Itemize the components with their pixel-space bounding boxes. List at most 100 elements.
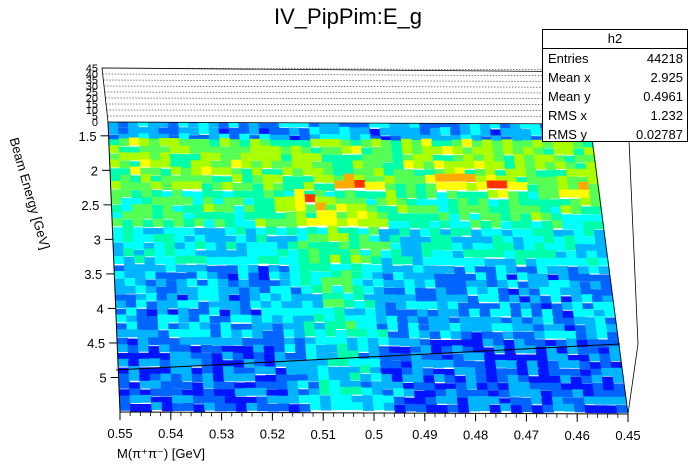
surface-cell	[245, 387, 257, 396]
surface-cell	[264, 205, 276, 214]
surface-cell	[495, 264, 508, 273]
surface-cell	[484, 266, 497, 275]
surface-cell	[301, 153, 313, 161]
surface-cell	[187, 286, 199, 295]
surface-cell	[327, 366, 340, 375]
surface-cell	[608, 346, 621, 355]
surface-cell	[481, 139, 494, 148]
surface-cell	[338, 373, 351, 382]
surface-cell	[566, 346, 579, 355]
surface-cell	[170, 366, 182, 375]
surface-cell	[320, 402, 333, 411]
surface-cell	[259, 280, 271, 289]
surface-cell	[234, 388, 247, 397]
surface-cell	[181, 181, 193, 190]
surface-cell	[394, 287, 406, 296]
surface-cell	[119, 168, 132, 177]
surface-cell	[339, 126, 351, 135]
surface-cell	[461, 339, 474, 348]
surface-cell	[332, 292, 345, 301]
surface-cell	[434, 273, 446, 282]
surface-cell	[449, 322, 462, 331]
surface-cell	[416, 301, 428, 310]
surface-cell	[240, 314, 253, 323]
surface-cell	[293, 188, 306, 197]
surface-cell	[258, 273, 271, 282]
surface-cell	[389, 235, 402, 244]
surface-cell	[349, 242, 361, 250]
surface-cell	[237, 264, 249, 273]
surface-cell	[565, 250, 578, 259]
surface-cell	[370, 248, 382, 257]
surface-cell	[301, 300, 314, 309]
surface-cell	[594, 396, 607, 405]
surface-cell	[203, 203, 215, 212]
surface-cell	[271, 315, 284, 324]
surface-cell	[188, 321, 201, 330]
surface-cell	[319, 386, 331, 395]
surface-cell	[161, 182, 173, 191]
surface-cell	[192, 395, 205, 404]
surface-cell	[169, 145, 181, 154]
surface-cell	[398, 338, 411, 347]
surface-cell	[299, 403, 311, 412]
surface-cell	[539, 295, 552, 304]
surface-cell	[266, 241, 279, 250]
surface-cell	[527, 367, 540, 376]
surface-cell	[415, 191, 428, 200]
surface-cell	[347, 217, 359, 226]
surface-cell	[412, 374, 425, 383]
surface-cell	[175, 264, 187, 273]
surface-cell	[397, 324, 410, 333]
surface-cell	[602, 383, 615, 392]
surface-cell	[337, 358, 350, 367]
surface-cell	[201, 175, 213, 184]
surface-cell	[584, 317, 597, 326]
surface-cell	[263, 353, 276, 362]
surface-cell	[309, 263, 322, 272]
surface-cell	[171, 395, 184, 404]
surface-cell	[422, 153, 435, 162]
surface-cell	[465, 381, 478, 390]
surface-cell	[216, 256, 228, 265]
surface-cell	[341, 277, 354, 286]
surface-cell	[315, 336, 327, 345]
surface-cell	[595, 244, 608, 253]
surface-cell	[382, 395, 395, 404]
surface-cell	[127, 345, 139, 354]
surface-cell	[401, 146, 414, 154]
surface-cell	[463, 257, 476, 266]
surface-cell	[407, 205, 419, 214]
surface-cell	[121, 197, 133, 206]
surface-cell	[227, 273, 240, 282]
surface-cell	[198, 301, 210, 310]
surface-cell	[515, 168, 527, 177]
surface-cell	[536, 354, 549, 363]
surface-cell	[442, 250, 454, 259]
surface-cell	[528, 376, 541, 385]
surface-cell	[161, 403, 174, 412]
surface-cell	[527, 280, 540, 289]
surface-cell	[454, 273, 467, 282]
surface-cell	[284, 196, 296, 205]
surface-cell	[573, 229, 586, 238]
surface-cell	[298, 248, 310, 257]
surface-cell	[316, 217, 328, 226]
surface-cell	[170, 373, 183, 382]
surface-cell	[572, 221, 585, 230]
stats-row: Mean y 0.4961	[543, 87, 687, 106]
surface-cell	[309, 126, 321, 135]
surface-cell	[407, 315, 419, 324]
surface-cell	[198, 126, 210, 135]
surface-cell	[566, 176, 579, 185]
surface-cell	[536, 176, 549, 185]
surface-cell	[411, 140, 423, 149]
surface-cell	[115, 314, 128, 323]
surface-cell	[568, 360, 581, 369]
surface-cell	[592, 382, 605, 391]
surface-cell	[349, 372, 362, 381]
surface-cell	[152, 204, 164, 213]
surface-cell	[573, 404, 587, 413]
surface-cell	[561, 214, 573, 223]
surface-cell	[111, 218, 124, 227]
